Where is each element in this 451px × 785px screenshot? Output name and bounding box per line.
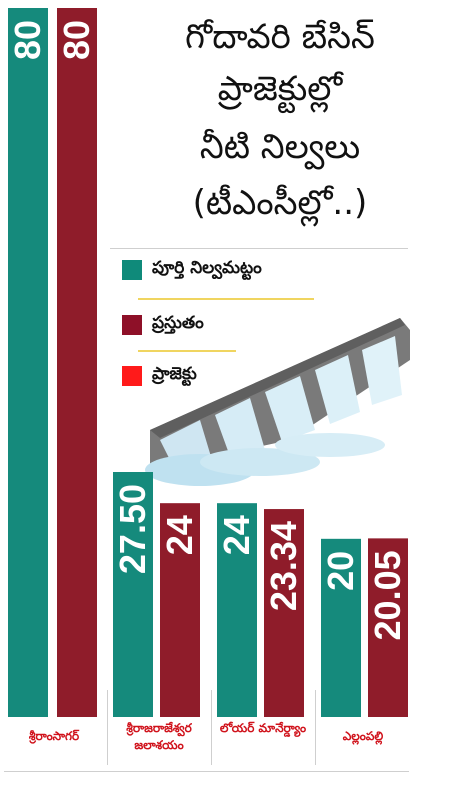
column-divider <box>211 690 212 765</box>
category-label: శ్రీరాంసాగర్ <box>28 729 80 743</box>
legend-label-current: ప్రస్తుతం <box>152 313 204 333</box>
legend-item-project: ప్రాజెక్టు <box>122 364 197 388</box>
category-label: లోయర్ మానేర్డ్యాం <box>219 721 307 735</box>
category-label: శ్రీరాజరాజేశ్వర జలాశయం <box>126 721 192 752</box>
legend-separator <box>138 298 314 300</box>
bar-current <box>264 509 304 717</box>
bar-value-label: 20 <box>320 551 361 591</box>
bar-current <box>160 503 200 717</box>
column-divider <box>315 690 316 765</box>
title-line-4: (టీఎంసీల్లో..) <box>192 183 368 223</box>
bar-value-label: 80 <box>56 20 97 60</box>
bar-full-capacity <box>113 472 153 717</box>
bar-value-label: 23.34 <box>263 521 304 611</box>
bar-value-label: 24 <box>159 515 200 555</box>
title-line-2: ప్రాజెక్టుల్లో <box>217 69 343 109</box>
legend-separator <box>138 350 236 352</box>
legend-swatch-full-capacity <box>122 260 142 280</box>
bar-value-label: 27.50 <box>112 484 153 574</box>
title-line-1: గోదావరి బేసిన్ <box>185 17 375 57</box>
bar-value-label: 20.05 <box>367 550 408 640</box>
title-divider <box>110 248 408 249</box>
bar-full-capacity <box>8 8 48 717</box>
legend-item-full-capacity: పూర్తి నిల్వమట్టం <box>122 258 262 282</box>
legend-label-project: ప్రాజెక్టు <box>152 364 197 384</box>
legend-swatch-current <box>122 315 142 335</box>
title-line-3: నీటి నిల్వలు <box>199 127 361 167</box>
category-label: ఎల్లంపల్లి <box>342 729 384 743</box>
legend-label-full-capacity: పూర్తి నిల్వమట్టం <box>152 258 262 278</box>
dam-illustration <box>145 318 410 486</box>
bar-value-label: 24 <box>216 515 257 555</box>
legend-item-current: ప్రస్తుతం <box>122 313 204 337</box>
bar-full-capacity <box>217 503 257 717</box>
column-divider <box>107 690 108 765</box>
bar-current <box>368 538 408 717</box>
bar-full-capacity <box>321 538 361 717</box>
bar-current <box>57 8 97 717</box>
baseline-divider <box>4 771 409 772</box>
legend-swatch-project <box>122 366 142 386</box>
bar-value-label: 80 <box>7 20 48 60</box>
